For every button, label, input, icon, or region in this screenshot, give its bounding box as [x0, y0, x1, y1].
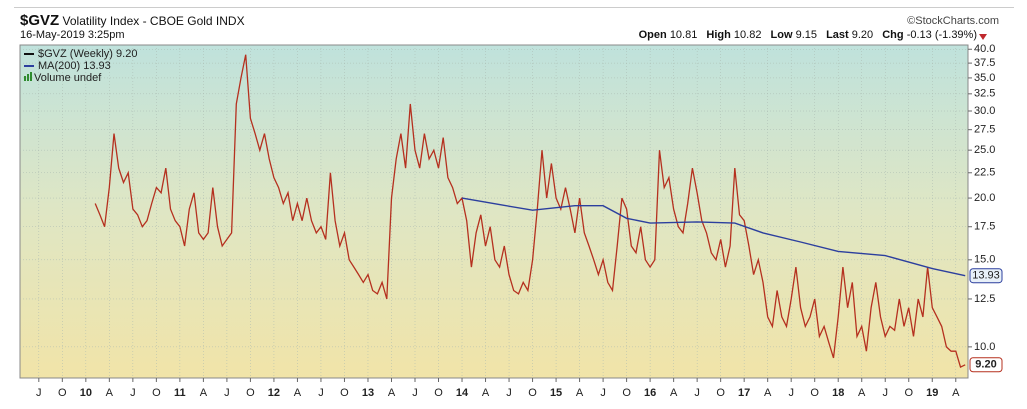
down-triangle [979, 34, 987, 40]
y-tick-label: 40.0 [974, 43, 995, 55]
y-tick-label: 17.5 [974, 221, 995, 233]
x-tick-label: J [788, 387, 794, 399]
x-tick-label: O [340, 387, 349, 399]
x-tick-label: J [224, 387, 230, 399]
x-tick-label: J [412, 387, 418, 399]
quote-label: Low [770, 29, 793, 41]
legend-label: MA(200) 13.93 [38, 60, 111, 72]
source: ©StockCharts.com [907, 15, 999, 27]
x-tick-label: J [130, 387, 136, 399]
title-row: $GVZ Volatility Index - CBOE Gold INDX [20, 12, 245, 29]
x-tick-label: 19 [926, 387, 938, 399]
y-tick-label: 37.5 [974, 57, 995, 69]
x-tick-label: A [764, 387, 772, 399]
y-tick-label: 12.5 [974, 293, 995, 305]
last-value-label: 13.93 [972, 270, 1000, 282]
description: Volatility Index - CBOE Gold INDX [62, 14, 245, 28]
x-tick-label: 12 [268, 387, 280, 399]
x-tick-label: O [716, 387, 725, 399]
x-tick-label: A [294, 387, 302, 399]
quote-label: Last [826, 29, 849, 41]
last-value-box [969, 357, 1003, 373]
y-tick-label: 22.5 [974, 167, 995, 179]
quote-value: 9.20 [851, 29, 874, 41]
y-tick-label: 32.5 [974, 88, 995, 100]
x-tick-label: O [810, 387, 819, 399]
x-tick-label: J [600, 387, 606, 399]
series-line [94, 54, 966, 369]
x-tick-label: O [58, 387, 67, 399]
x-tick-label: A [858, 387, 866, 399]
x-tick-label: A [482, 387, 490, 399]
x-tick-label: 16 [644, 387, 656, 399]
series-line [461, 197, 966, 277]
x-tick-label: J [318, 387, 324, 399]
x-tick-label: O [904, 387, 913, 399]
y-tick-label: 15.0 [974, 254, 995, 266]
y-tick-label: 25.0 [974, 144, 995, 156]
legend-label: Volume undef [34, 72, 102, 84]
quote-label: High [706, 29, 731, 41]
x-tick-label: O [622, 387, 631, 399]
x-tick-label: 17 [738, 387, 750, 399]
x-tick-label: J [694, 387, 700, 399]
timestamp: 16-May-2019 3:25pm [20, 29, 125, 41]
x-tick-label: O [434, 387, 443, 399]
quote: Open 10.81 High 10.82 Low 9.15 Last 9.20… [633, 29, 977, 41]
x-tick-label: A [670, 387, 678, 399]
legend-label: $GVZ (Weekly) 9.20 [38, 48, 137, 60]
x-tick-label: O [152, 387, 161, 399]
y-tick-label: 27.5 [974, 124, 995, 136]
y-tick-label: 20.0 [974, 192, 995, 204]
x-tick-label: A [106, 387, 114, 399]
plot-area [19, 44, 969, 379]
quote-label: Chg [882, 29, 904, 41]
legend-volume-icon [27, 74, 29, 81]
legend-volume-icon [24, 76, 26, 81]
quote-value: 10.82 [733, 29, 762, 41]
x-tick-label: O [528, 387, 537, 399]
quote-label: Open [638, 29, 667, 41]
x-tick-label: 11 [174, 387, 186, 399]
x-tick-label: J [882, 387, 888, 399]
x-tick-label: 10 [80, 387, 92, 399]
quote-value: 10.81 [669, 29, 698, 41]
x-tick-label: 13 [362, 387, 374, 399]
top-rule [14, 7, 1014, 8]
x-tick-label: J [36, 387, 42, 399]
x-tick-label: A [388, 387, 396, 399]
last-value-box [969, 268, 1003, 284]
symbol: $GVZ [20, 12, 60, 29]
x-tick-label: J [506, 387, 512, 399]
y-tick-label: 30.0 [974, 105, 995, 117]
x-tick-label: A [576, 387, 584, 399]
y-tick-label: 10.0 [974, 341, 995, 353]
legend-volume-icon [30, 72, 32, 81]
x-tick-label: 14 [456, 387, 469, 399]
quote-value: 9.15 [795, 29, 817, 41]
x-tick-label: 18 [832, 387, 844, 399]
y-tick-label: 35.0 [974, 72, 995, 84]
last-value-label: 9.20 [975, 359, 996, 371]
x-tick-label: O [246, 387, 255, 399]
x-tick-label: A [200, 387, 208, 399]
x-tick-label: 15 [550, 387, 562, 399]
quote-value: -0.13 (-1.39%) [906, 29, 977, 41]
x-tick-label: A [952, 387, 960, 399]
